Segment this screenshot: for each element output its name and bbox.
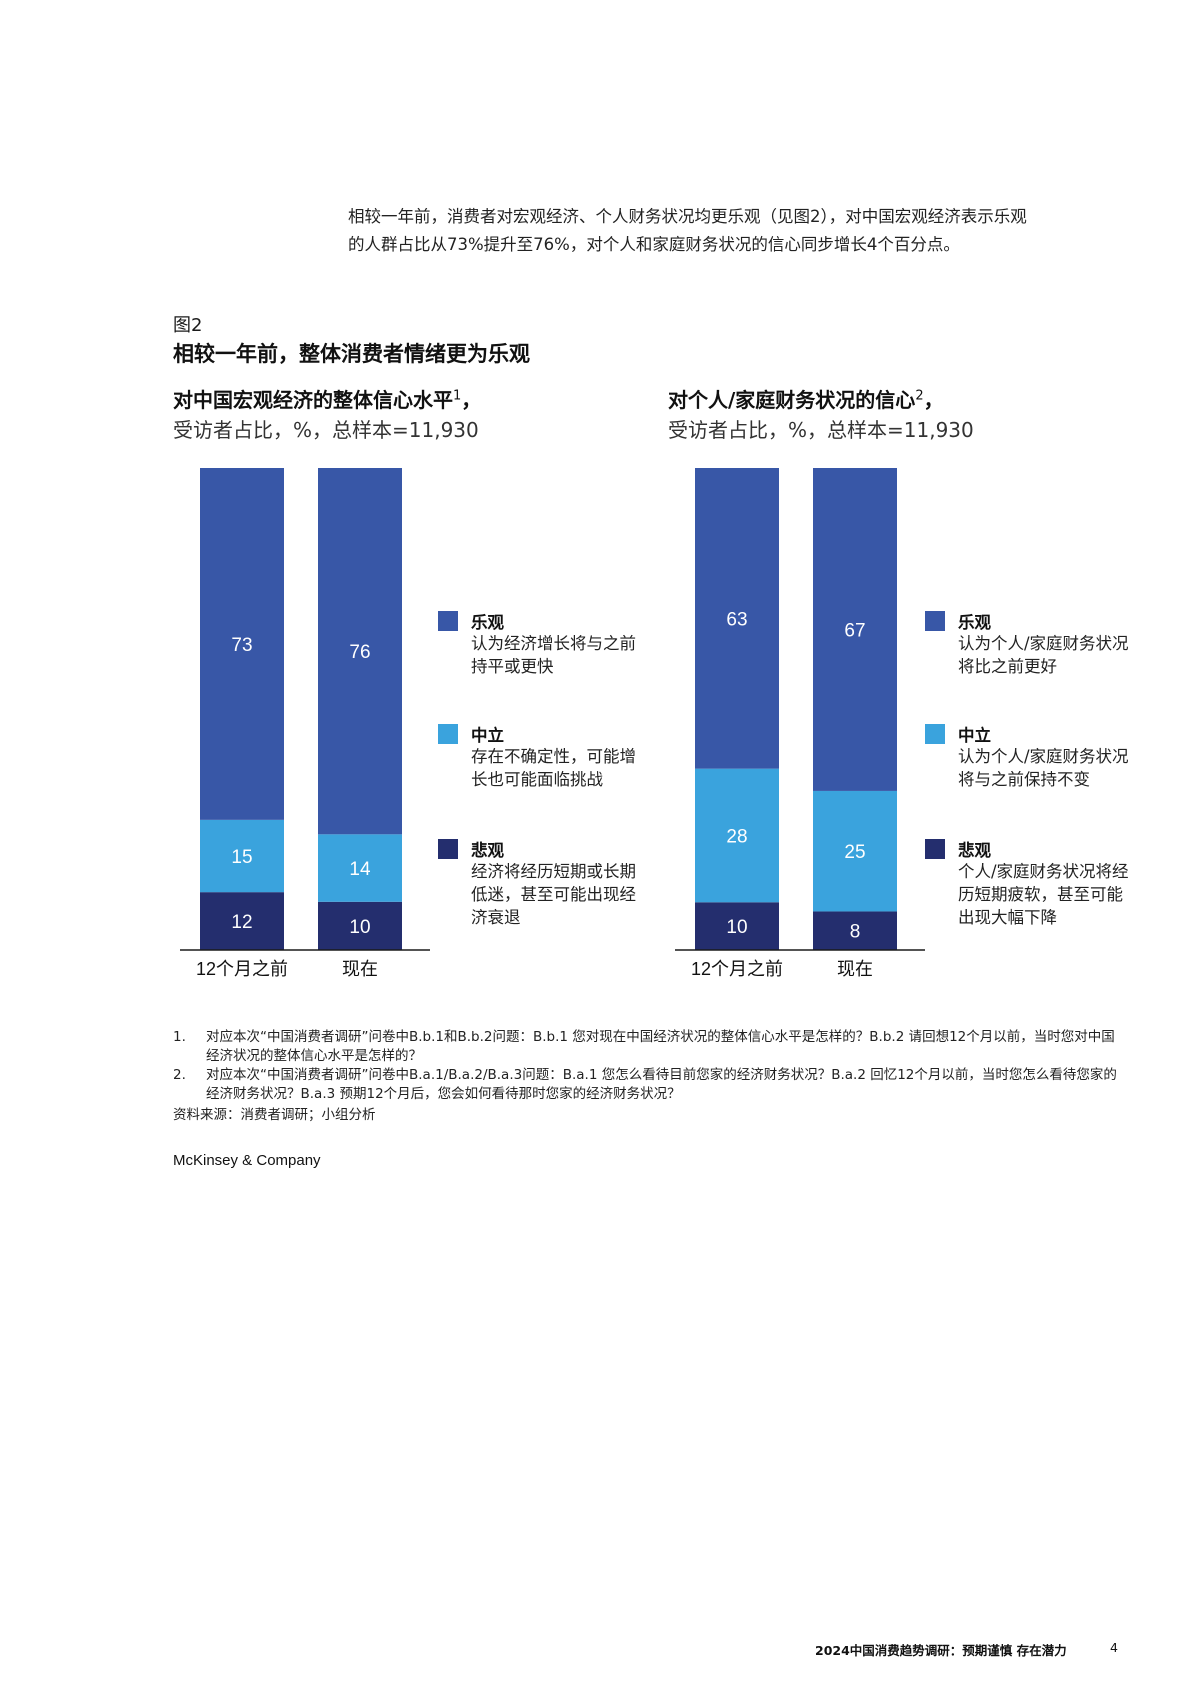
data-label: 15 bbox=[231, 847, 252, 868]
legend-swatch bbox=[925, 611, 945, 631]
chart-1-svg: 12 15 73 12个月之前 10 14 76 现在 bbox=[180, 468, 430, 979]
chart-2-title: 对个人/家庭财务状况的信心2， bbox=[668, 384, 944, 413]
bar-neutral-1 bbox=[200, 819, 284, 893]
bar-optimistic-2 bbox=[813, 468, 897, 791]
figure-title: 相较一年前，整体消费者情绪更为乐观 bbox=[173, 342, 530, 366]
legend-description: 认为个人/家庭财务状况将与之前保持不变 bbox=[958, 747, 1129, 789]
bar-pessimistic-2 bbox=[318, 901, 402, 950]
x-tick-label: 12个月之前 bbox=[691, 959, 783, 979]
data-label: 67 bbox=[844, 620, 865, 641]
chart-2-title-footnote: 2 bbox=[915, 388, 924, 404]
data-label: 25 bbox=[844, 842, 865, 863]
source-note: 资料来源：消费者调研；小组分析 bbox=[173, 1107, 376, 1123]
intro-line-1: 相较一年前，消费者对宏观经济、个人财务状况均更乐观（见图2），对中国宏观经济表示… bbox=[348, 207, 1027, 226]
data-label: 73 bbox=[231, 635, 252, 656]
bar-optimistic-2 bbox=[318, 468, 402, 835]
legend-label: 悲观 bbox=[471, 841, 504, 860]
x-tick-label: 现在 bbox=[342, 959, 378, 979]
footnote-1: 1. 对应本次“中国消费者调研”问卷中B.b.1和B.b.2问题：B.b.1 您… bbox=[173, 1028, 1118, 1066]
legend-swatch bbox=[438, 839, 458, 859]
chart-1-title-footnote: 1 bbox=[453, 388, 462, 404]
data-label: 28 bbox=[726, 826, 747, 847]
x-tick-label: 12个月之前 bbox=[196, 959, 288, 979]
legend-label: 乐观 bbox=[958, 613, 991, 632]
data-label: 14 bbox=[349, 859, 371, 880]
bar-pessimistic-1 bbox=[200, 892, 284, 950]
legend-swatch bbox=[925, 839, 945, 859]
footnote-2-number: 2. bbox=[173, 1067, 186, 1083]
legend-description: 认为经济增长将与之前持平或更快 bbox=[471, 634, 636, 676]
data-label: 12 bbox=[231, 912, 252, 933]
chart-1-title-text: 对中国宏观经济的整体信心水平 bbox=[173, 388, 453, 412]
legend-swatch bbox=[438, 611, 458, 631]
legend-label: 乐观 bbox=[471, 613, 504, 632]
bar-optimistic-1 bbox=[200, 468, 284, 820]
bar-pessimistic-2 bbox=[813, 911, 897, 950]
figure-label: 图2 bbox=[173, 315, 203, 336]
chart-1-subtitle: 受访者占比，%，总样本=11,930 bbox=[173, 418, 479, 442]
chart-2-subtitle: 受访者占比，%，总样本=11,930 bbox=[668, 418, 974, 442]
intro-line-2: 的人群占比从73%提升至76%，对个人和家庭财务状况的信心同步增长4个百分点。 bbox=[348, 235, 960, 254]
chart-2-svg: 10 28 63 12个月之前 8 25 67 现在 bbox=[675, 468, 925, 979]
chart-2-title-suffix: ， bbox=[923, 388, 944, 412]
intro-paragraph: 相较一年前，消费者对宏观经济、个人财务状况均更乐观（见图2），对中国宏观经济表示… bbox=[348, 203, 1126, 259]
chart-2-title-text: 对个人/家庭财务状况的信心 bbox=[668, 388, 916, 412]
bar-optimistic-1 bbox=[695, 468, 779, 769]
footnote-1-text: 对应本次“中国消费者调研”问卷中B.b.1和B.b.2问题：B.b.1 您对现在… bbox=[206, 1029, 1115, 1064]
legend-label: 悲观 bbox=[958, 841, 991, 860]
footnote-2-text: 对应本次“中国消费者调研”问卷中B.a.1/B.a.2/B.a.3问题：B.a.… bbox=[206, 1067, 1117, 1102]
legend-description: 个人/家庭财务状况将经历短期疲软，甚至可能出现大幅下降 bbox=[958, 862, 1129, 927]
brand-name: McKinsey & Company bbox=[173, 1152, 321, 1169]
chart-1-title: 对中国宏观经济的整体信心水平1， bbox=[173, 384, 481, 413]
legend-description: 经济将经历短期或长期低迷，甚至可能出现经济衰退 bbox=[471, 862, 636, 927]
page-number: 4 bbox=[1110, 1640, 1118, 1655]
bar-pessimistic-1 bbox=[695, 902, 779, 950]
data-label: 76 bbox=[349, 642, 370, 663]
legend-label: 中立 bbox=[958, 726, 991, 745]
legend-swatch bbox=[925, 724, 945, 744]
data-label: 10 bbox=[726, 917, 747, 938]
footer-title: 2024中国消费趋势调研：预期谨慎 存在潜力 bbox=[815, 1643, 1067, 1658]
footnote-1-number: 1. bbox=[173, 1029, 186, 1045]
x-tick-label: 现在 bbox=[837, 959, 873, 979]
chart-1-title-suffix: ， bbox=[461, 388, 482, 412]
footnote-2: 2. 对应本次“中国消费者调研”问卷中B.a.1/B.a.2/B.a.3问题：B… bbox=[173, 1066, 1118, 1104]
bar-neutral-2 bbox=[813, 790, 897, 912]
bar-neutral-2 bbox=[318, 834, 402, 902]
legend-label: 中立 bbox=[471, 726, 504, 745]
legend-swatch bbox=[438, 724, 458, 744]
data-label: 63 bbox=[726, 609, 747, 630]
data-label: 8 bbox=[850, 922, 861, 943]
legend-description: 认为个人/家庭财务状况将比之前更好 bbox=[958, 634, 1129, 676]
footnotes: 1. 对应本次“中国消费者调研”问卷中B.b.1和B.b.2问题：B.b.1 您… bbox=[173, 1028, 1118, 1104]
bar-neutral-1 bbox=[695, 768, 779, 903]
legend-description: 存在不确定性，可能增长也可能面临挑战 bbox=[471, 747, 636, 789]
data-label: 10 bbox=[349, 917, 370, 938]
